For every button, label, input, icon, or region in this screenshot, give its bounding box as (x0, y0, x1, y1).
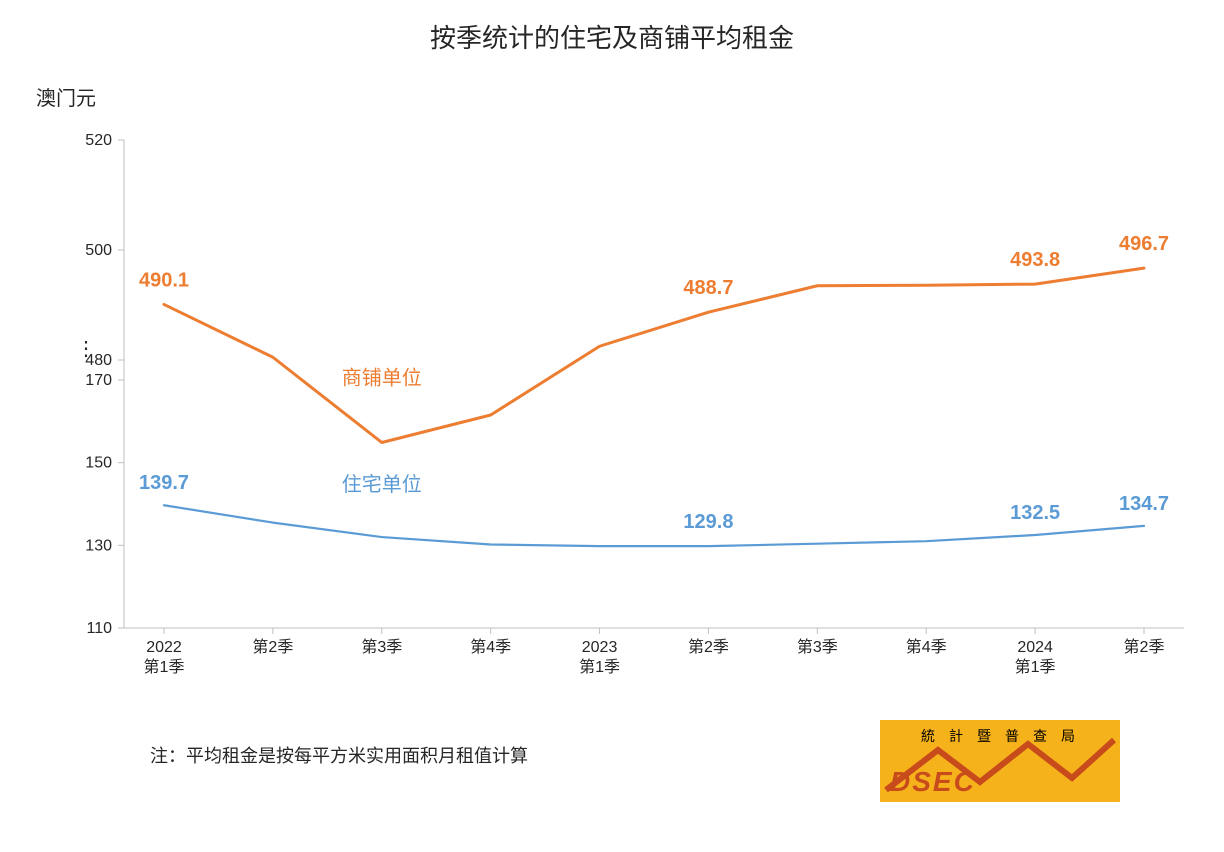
series-value-label: 139.7 (139, 472, 189, 494)
svg-text:500: 500 (85, 242, 112, 259)
svg-text:520: 520 (85, 132, 112, 149)
svg-text:2024: 2024 (1017, 639, 1053, 656)
svg-text:2022: 2022 (146, 639, 182, 656)
svg-text:第4季: 第4季 (906, 638, 947, 656)
series-value-label: 129.8 (683, 511, 733, 533)
series-line (164, 268, 1144, 442)
series-label: 商铺单位 (342, 367, 422, 390)
svg-text:第3季: 第3季 (361, 638, 402, 656)
svg-text:第4季: 第4季 (470, 638, 511, 656)
svg-text:第2季: 第2季 (1124, 638, 1165, 656)
series-value-label: 490.1 (139, 269, 189, 291)
svg-text:150: 150 (85, 455, 112, 472)
chart-container: 按季统计的住宅及商铺平均租金 澳门元 480500520110130150170… (0, 0, 1224, 852)
series-value-label: 132.5 (1010, 502, 1060, 524)
svg-text:⋮: ⋮ (76, 338, 96, 360)
svg-text:130: 130 (85, 537, 112, 554)
svg-text:第3季: 第3季 (797, 638, 838, 656)
series-value-label: 488.7 (683, 277, 733, 299)
svg-text:110: 110 (86, 620, 112, 637)
svg-text:第2季: 第2季 (252, 638, 293, 656)
series-value-label: 496.7 (1119, 233, 1169, 255)
svg-text:第1季: 第1季 (579, 658, 620, 676)
series-value-label: 134.7 (1119, 493, 1169, 515)
chart-footnote: 注：平均租金是按每平方米实用面积月租值计算 (150, 742, 528, 768)
series-label: 住宅单位 (342, 473, 422, 496)
series-line (164, 505, 1144, 546)
svg-text:第2季: 第2季 (688, 638, 729, 656)
svg-text:2023: 2023 (582, 639, 618, 656)
svg-text:第1季: 第1季 (144, 658, 185, 676)
svg-text:170: 170 (85, 372, 112, 389)
series-value-label: 493.8 (1010, 249, 1060, 271)
dsec-logo-main-text: DSEC (890, 766, 976, 798)
dsec-logo: 統計暨普查局 DSEC (880, 720, 1120, 802)
svg-text:第1季: 第1季 (1015, 658, 1056, 676)
